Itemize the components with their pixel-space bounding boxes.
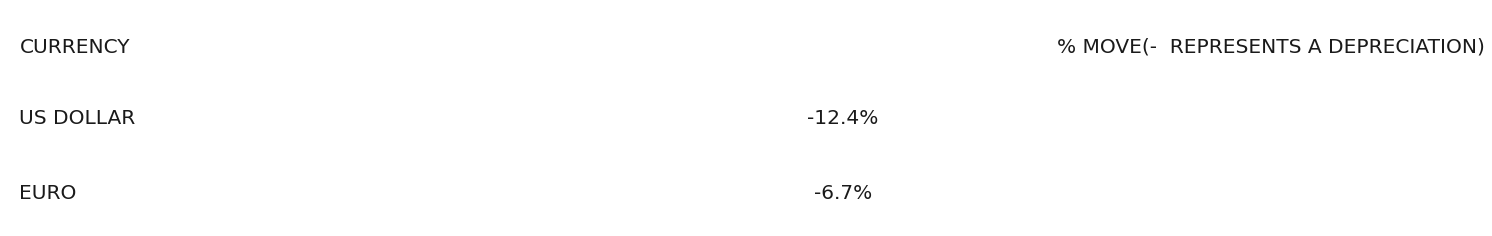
- Text: US DOLLAR: US DOLLAR: [19, 109, 136, 127]
- Text: CURRENCY: CURRENCY: [19, 38, 130, 57]
- Text: -12.4%: -12.4%: [807, 109, 879, 127]
- Text: EURO: EURO: [19, 184, 76, 203]
- Text: -6.7%: -6.7%: [813, 184, 873, 203]
- Text: % MOVE(-  REPRESENTS A DEPRECIATION): % MOVE(- REPRESENTS A DEPRECIATION): [1056, 38, 1485, 57]
